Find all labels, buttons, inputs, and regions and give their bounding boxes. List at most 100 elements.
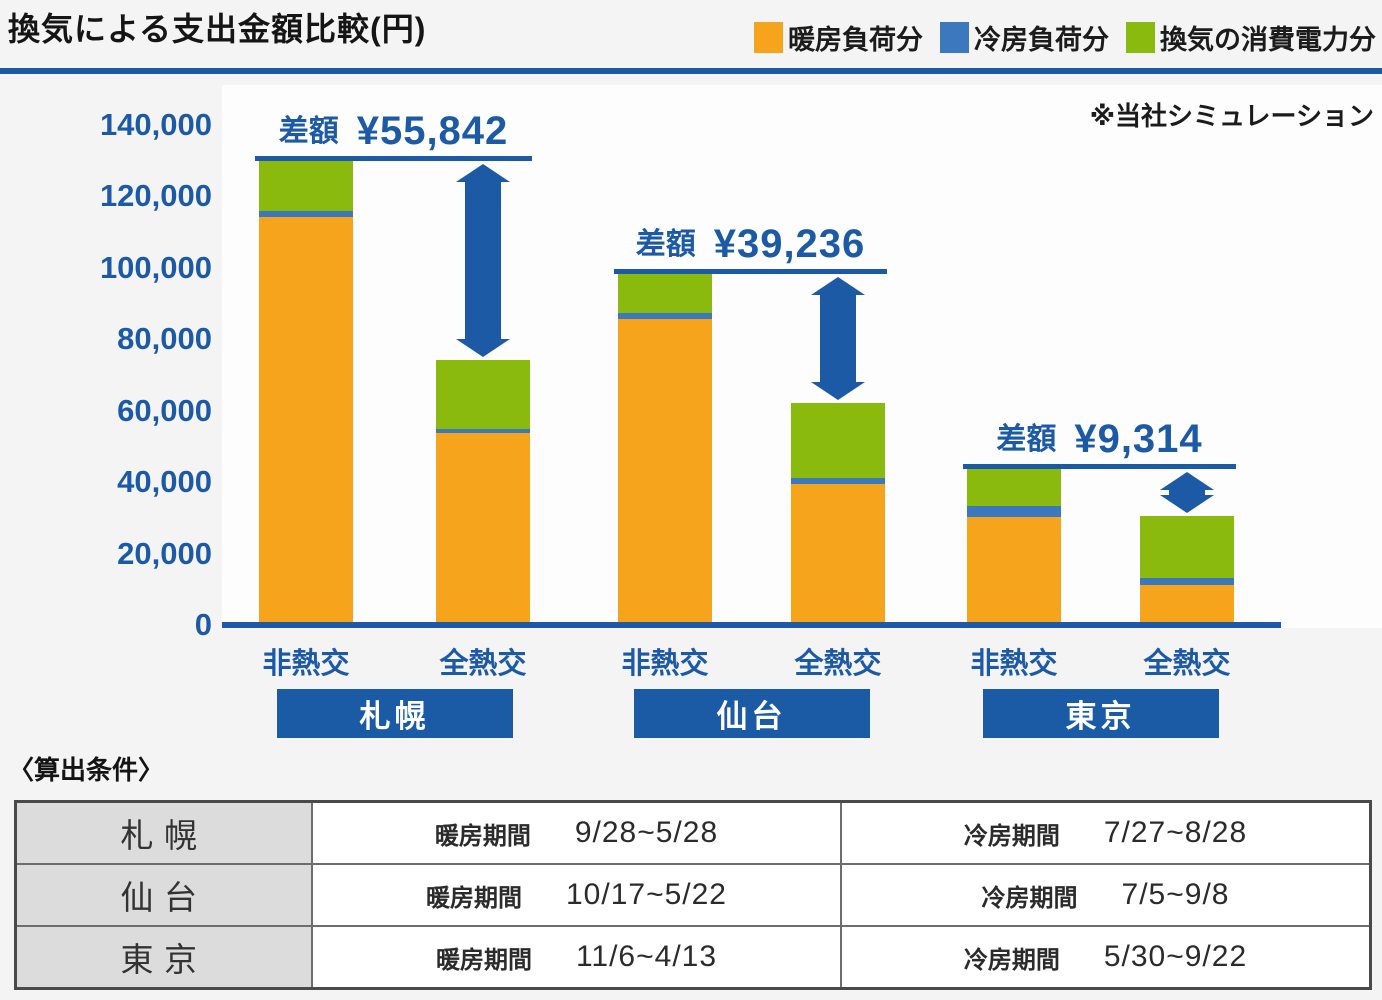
bar-label: 非熱交 <box>621 648 709 680</box>
legend-item-cooling: 冷房負荷分 <box>940 18 1109 57</box>
chart: 0 20,000 40,000 60,000 80,000 100,000 120,000 1… <box>99 103 1281 738</box>
bar-segment-cooling <box>1140 578 1234 585</box>
arrow-shaft <box>1169 487 1205 498</box>
cooling-period-label: 冷房期間 <box>963 946 1060 974</box>
bar-segment-cooling <box>618 312 712 319</box>
cooling-period-cell: 冷房期間 7/5~9/8 <box>840 863 1372 927</box>
y-tick-label: 20,000 <box>117 535 212 571</box>
conditions-table: 札幌 暖房期間 9/28~5/28 冷房期間 7/27~8/28 仙台 暖房期間… <box>14 800 1372 990</box>
diff-amount: ¥9,314 <box>1074 417 1203 462</box>
arrow-up-head-icon <box>456 163 510 182</box>
arrow-down-head-icon <box>1160 494 1214 513</box>
cooling-period-label: 冷房期間 <box>963 822 1060 850</box>
bar-segment-heating <box>618 318 712 625</box>
diff-line <box>255 155 532 161</box>
diff-line <box>614 268 887 274</box>
cooling-period-cell: 冷房期間 5/30~9/22 <box>840 925 1372 990</box>
city-banner: 仙台 <box>633 689 870 738</box>
bar-segment-heating <box>436 433 530 625</box>
cooling-period-label: 冷房期間 <box>981 884 1078 912</box>
diff-label: 差額 ¥39,236 <box>614 216 887 268</box>
bar-label: 全熱交 <box>794 648 882 680</box>
legend-label: 換気の消費電力分 <box>1160 25 1376 55</box>
heating-period-label: 暖房期間 <box>426 884 522 912</box>
legend-item-heating: 暖房負荷分 <box>754 18 923 57</box>
y-tick-label: 40,000 <box>117 464 212 499</box>
y-tick-label: 120,000 <box>99 178 212 213</box>
arrow-up-head-icon <box>811 276 865 295</box>
heating-period-value: 9/28~5/28 <box>574 816 719 849</box>
city-cell: 東京 <box>14 925 313 990</box>
diff-label: 差額 ¥55,842 <box>255 103 532 155</box>
cooling-period-value: 7/5~9/8 <box>1121 878 1230 911</box>
bar-segment-cooling <box>436 428 530 434</box>
y-tick-label: 80,000 <box>117 321 212 356</box>
bar-segment-ventilation <box>967 469 1061 506</box>
y-tick-label: 0 <box>194 607 212 642</box>
bar-label: 非熱交 <box>262 648 350 680</box>
city-banner: 東京 <box>982 689 1219 738</box>
city-banner: 札幌 <box>276 689 513 738</box>
header-divider <box>0 68 1382 74</box>
bar-label: 非熱交 <box>970 648 1058 680</box>
heating-period-cell: 暖房期間 10/17~5/22 <box>311 863 842 927</box>
x-axis-line <box>222 622 1281 628</box>
diff-line <box>963 464 1236 470</box>
heating-period-value: 11/6~4/13 <box>575 940 718 973</box>
bar-segment-ventilation <box>1140 515 1234 579</box>
heating-period-label: 暖房期間 <box>434 822 531 850</box>
bar-segment-cooling <box>791 478 885 484</box>
cooling-period-value: 7/27~8/28 <box>1103 816 1248 849</box>
conditions-caption: 〈算出条件〉 <box>8 755 165 785</box>
diff-label-text: 差額 <box>996 423 1057 457</box>
arrow-down-head-icon <box>811 381 865 400</box>
simulation-note: ※当社シミュレーション <box>1089 101 1374 131</box>
legend: 暖房負荷分 冷房負荷分 換気の消費電力分 <box>754 18 1376 57</box>
arrow-shaft <box>465 178 501 343</box>
bar-segment-ventilation <box>436 360 530 429</box>
diff-arrow <box>1160 472 1214 513</box>
bar-segment-ventilation <box>791 402 885 479</box>
legend-swatch-cooling <box>940 22 969 53</box>
bar-segment-heating <box>1140 584 1234 625</box>
chart-title: 換気による支出金額比較(円) <box>8 11 427 47</box>
diff-amount: ¥55,842 <box>356 108 509 153</box>
table-row: 札幌 暖房期間 9/28~5/28 冷房期間 7/27~8/28 <box>14 800 1372 865</box>
diff-label-text: 差額 <box>635 227 696 261</box>
bar-segment-cooling <box>967 505 1061 517</box>
legend-swatch-ventilation <box>1126 22 1155 53</box>
cooling-period-value: 5/30~9/22 <box>1103 940 1248 973</box>
diff-arrow <box>456 163 510 358</box>
bar-segment-heating <box>791 483 885 625</box>
heating-period-cell: 暖房期間 9/28~5/28 <box>311 800 842 865</box>
bar-segment-ventilation <box>259 160 353 211</box>
city-cell: 札幌 <box>14 800 313 865</box>
bar-segment-cooling <box>259 211 353 218</box>
y-tick-label: 100,000 <box>99 249 212 285</box>
table-row: 仙台 暖房期間 10/17~5/22 冷房期間 7/5~9/8 <box>14 863 1372 927</box>
diff-amount: ¥39,236 <box>713 221 866 266</box>
bar-segment-heating <box>259 217 353 625</box>
arrow-shaft <box>820 291 856 385</box>
table-row: 東京 暖房期間 11/6~4/13 冷房期間 5/30~9/22 <box>14 925 1372 990</box>
diff-label: 差額 ¥9,314 <box>963 411 1236 463</box>
heating-period-value: 10/17~5/22 <box>566 878 727 911</box>
bar-segment-ventilation <box>618 273 712 313</box>
arrow-down-head-icon <box>456 339 510 358</box>
bar-label: 全熱交 <box>1143 648 1231 680</box>
heating-period-label: 暖房期間 <box>435 946 532 974</box>
legend-item-ventilation: 換気の消費電力分 <box>1126 18 1376 57</box>
arrow-up-head-icon <box>1160 472 1214 491</box>
y-tick-label: 60,000 <box>117 392 212 428</box>
legend-label: 冷房負荷分 <box>974 25 1109 55</box>
heating-period-cell: 暖房期間 11/6~4/13 <box>311 925 842 990</box>
cooling-period-cell: 冷房期間 7/27~8/28 <box>840 800 1372 865</box>
y-tick-label: 140,000 <box>99 106 212 142</box>
diff-label-text: 差額 <box>278 114 339 148</box>
bar-label: 全熱交 <box>439 648 527 680</box>
diff-arrow <box>811 276 865 400</box>
bar-segment-heating <box>967 516 1061 625</box>
legend-swatch-heating <box>754 22 783 53</box>
city-cell: 仙台 <box>14 863 313 927</box>
